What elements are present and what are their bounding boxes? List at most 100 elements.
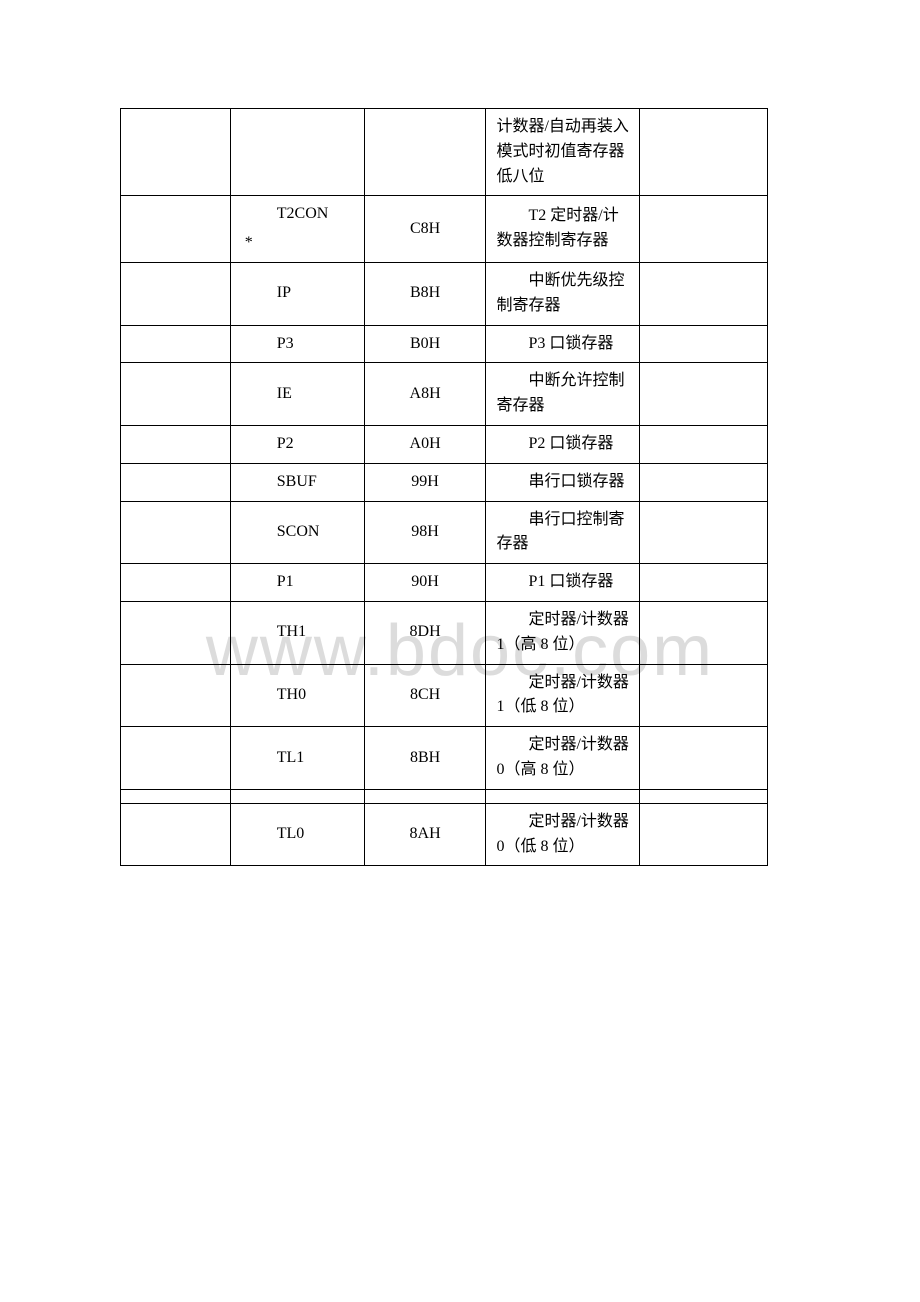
table-row: SCON 98H 串行口控制寄存器: [121, 501, 768, 564]
cell-blank: [640, 325, 768, 363]
desc-first: T2 定时: [496, 204, 582, 229]
desc-first: 中断优: [496, 269, 576, 294]
register-table: 计数器/自动再装入模式时初值寄存器低八位 T2CON * C8H T2 定时器/计…: [120, 108, 768, 866]
cell-desc: T2 定时器/计数器控制寄存器: [486, 196, 640, 263]
desc-first: 串行口: [496, 508, 576, 533]
cell-desc: 串行口锁存器: [486, 463, 640, 501]
cell-address: 8AH: [364, 803, 486, 866]
cell-blank: [640, 262, 768, 325]
cell-desc: P2 口锁存器: [486, 425, 640, 463]
cell-symbol: P3: [230, 325, 364, 363]
cell-blank: [121, 727, 231, 790]
cell-blank: [640, 727, 768, 790]
cell-blank: [121, 325, 231, 363]
cell-blank: [640, 425, 768, 463]
cell-address: 8DH: [364, 601, 486, 664]
cell-desc: 定时器/计数器 1（高 8 位）: [486, 601, 640, 664]
cell-blank: [640, 196, 768, 263]
cell-blank: [121, 109, 231, 196]
cell-symbol: IE: [230, 363, 364, 426]
cell-address: 90H: [364, 564, 486, 602]
cell-desc: 中断优先级控制寄存器: [486, 262, 640, 325]
table-row: P1 90H P1 口锁存器: [121, 564, 768, 602]
cell-desc: 计数器/自动再装入模式时初值寄存器低八位: [486, 109, 640, 196]
desc-first: P2 口锁: [496, 432, 581, 457]
cell-blank: [121, 363, 231, 426]
table-spacer-row: [121, 789, 768, 803]
desc-text: 存器: [581, 335, 613, 352]
cell-address: [364, 109, 486, 196]
desc-first: P3 口锁: [496, 332, 581, 357]
cell-desc: P1 口锁存器: [486, 564, 640, 602]
cell-blank: [121, 564, 231, 602]
cell-symbol: P1: [230, 564, 364, 602]
asterisk: *: [245, 231, 356, 256]
table-row: TH0 8CH 定时器/计数器 1（低 8 位）: [121, 664, 768, 727]
desc-text: 存器: [581, 435, 613, 452]
cell-blank: [640, 463, 768, 501]
cell-symbol: SBUF: [230, 463, 364, 501]
cell-blank: [121, 803, 231, 866]
cell-blank: [640, 501, 768, 564]
cell-desc: P3 口锁存器: [486, 325, 640, 363]
desc-text: 存器: [581, 573, 613, 590]
cell-blank: [640, 109, 768, 196]
cell-desc: 定时器/计数器 0（高 8 位）: [486, 727, 640, 790]
cell-blank: [640, 363, 768, 426]
cell-address: 8BH: [364, 727, 486, 790]
table-row: TH1 8DH 定时器/计数器 1（高 8 位）: [121, 601, 768, 664]
desc-first: P1 口锁: [496, 570, 581, 595]
cell-blank: [121, 463, 231, 501]
cell-symbol: P2: [230, 425, 364, 463]
desc-first: 串行口: [496, 470, 576, 495]
cell-address: B8H: [364, 262, 486, 325]
table-row: SBUF 99H 串行口锁存器: [121, 463, 768, 501]
cell-symbol: SCON: [230, 501, 364, 564]
cell-address: B0H: [364, 325, 486, 363]
desc-first: 定时器/: [496, 608, 580, 633]
cell-address: 8CH: [364, 664, 486, 727]
cell-blank: [230, 789, 364, 803]
table-row: IP B8H 中断优先级控制寄存器: [121, 262, 768, 325]
cell-symbol: TL1: [230, 727, 364, 790]
cell-desc: 定时器/计数器 0（低 8 位）: [486, 803, 640, 866]
cell-blank: [640, 601, 768, 664]
table-row: T2CON * C8H T2 定时器/计数器控制寄存器: [121, 196, 768, 263]
symbol-text: T2CON: [277, 205, 329, 222]
cell-address: C8H: [364, 196, 486, 263]
cell-symbol: [230, 109, 364, 196]
cell-blank: [121, 425, 231, 463]
cell-blank: [121, 262, 231, 325]
cell-blank: [364, 789, 486, 803]
cell-symbol: TH0: [230, 664, 364, 727]
cell-blank: [640, 664, 768, 727]
table-row: 计数器/自动再装入模式时初值寄存器低八位: [121, 109, 768, 196]
cell-address: A0H: [364, 425, 486, 463]
table-row: P2 A0H P2 口锁存器: [121, 425, 768, 463]
cell-desc: 中断允许控制寄存器: [486, 363, 640, 426]
cell-blank: [121, 664, 231, 727]
cell-desc: 串行口控制寄存器: [486, 501, 640, 564]
cell-blank: [121, 601, 231, 664]
cell-blank: [486, 789, 640, 803]
desc-first: 定时器/: [496, 810, 580, 835]
cell-symbol: T2CON *: [230, 196, 364, 263]
cell-symbol: TH1: [230, 601, 364, 664]
cell-blank: [640, 789, 768, 803]
desc-first: 定时器/: [496, 733, 580, 758]
cell-blank: [121, 196, 231, 263]
desc-text: 计数器/自动再装入模式时初值寄存器低八位: [496, 118, 628, 185]
desc-text: 锁存器: [576, 473, 624, 490]
cell-blank: [640, 803, 768, 866]
table-row: P3 B0H P3 口锁存器: [121, 325, 768, 363]
cell-symbol: TL0: [230, 803, 364, 866]
desc-first: 中断允: [496, 369, 576, 394]
table-row: TL0 8AH 定时器/计数器 0（低 8 位）: [121, 803, 768, 866]
cell-address: A8H: [364, 363, 486, 426]
cell-blank: [640, 564, 768, 602]
table-row: IE A8H 中断允许控制寄存器: [121, 363, 768, 426]
table-row: TL1 8BH 定时器/计数器 0（高 8 位）: [121, 727, 768, 790]
cell-blank: [121, 789, 231, 803]
cell-desc: 定时器/计数器 1（低 8 位）: [486, 664, 640, 727]
cell-address: 98H: [364, 501, 486, 564]
